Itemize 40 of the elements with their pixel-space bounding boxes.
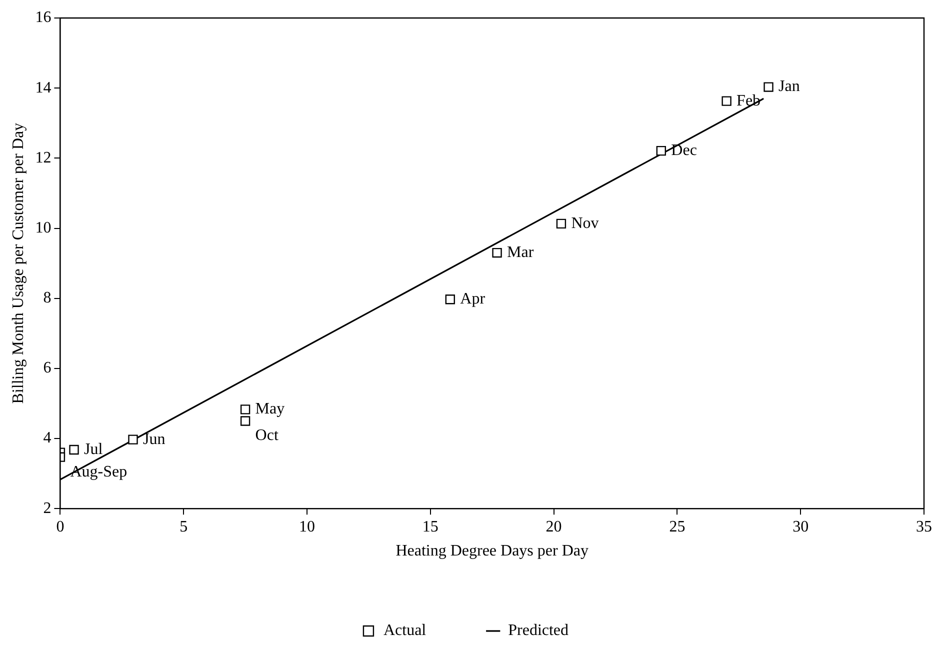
point	[764, 82, 774, 92]
point	[722, 96, 732, 106]
data-label: Jul	[84, 440, 104, 458]
y-tick-label: 16	[35, 9, 52, 26]
x-tick-label: 15	[422, 518, 438, 536]
data-label: Dec	[671, 142, 697, 160]
data-label: Jan	[778, 78, 800, 96]
point	[492, 248, 502, 258]
data-label: Nov	[571, 214, 599, 232]
y-tick-label: 8	[43, 290, 52, 307]
y-axis-title: Billing Month Usage per Customer per Day	[10, 122, 27, 404]
data-label: Mar	[507, 244, 534, 261]
y-tick-label: 14	[35, 79, 52, 96]
data-label: Aug-Sep	[70, 463, 128, 480]
x-axis-title: Heating Degree Days per Day	[396, 542, 589, 560]
x-tick-label: 5	[180, 518, 188, 536]
y-tick-label: 2	[43, 500, 52, 517]
data-label: May	[255, 400, 285, 418]
x-tick-label: 0	[56, 518, 64, 536]
point	[69, 444, 79, 455]
point	[445, 294, 455, 304]
x-tick-label: 10	[299, 518, 315, 536]
point	[556, 218, 566, 229]
x-tick-label: 25	[669, 518, 686, 536]
point	[128, 434, 138, 444]
y-tick-label: 6	[43, 360, 52, 377]
data-label: Jun	[143, 430, 166, 448]
legend-label: Actual	[383, 622, 427, 640]
x-tick-label: 35	[916, 518, 932, 536]
data-label: Apr	[460, 290, 486, 308]
point	[240, 416, 250, 426]
legend-label: Predicted	[508, 622, 569, 640]
x-tick-label: 20	[546, 518, 562, 536]
point	[240, 404, 250, 414]
data-label: Oct	[255, 427, 279, 444]
y-tick-label: 4	[43, 430, 52, 447]
point	[656, 146, 666, 156]
y-tick-label: 12	[35, 149, 52, 166]
y-tick-label: 10	[35, 219, 52, 236]
x-tick-label: 30	[792, 518, 809, 536]
